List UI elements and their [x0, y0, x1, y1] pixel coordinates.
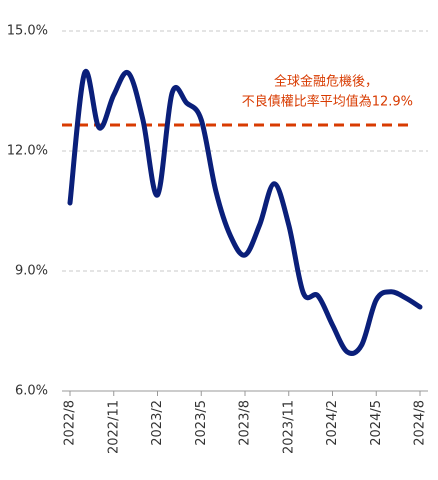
- line: [67, 68, 423, 356]
- x-tick-label: 2023/8: [238, 400, 253, 446]
- x-tick-label: 2022/8: [63, 400, 78, 446]
- y-tick-label: 9.0%: [15, 264, 48, 279]
- y-tick-label: 6.0%: [15, 384, 48, 399]
- x-tick-label: 2024/2: [325, 400, 340, 446]
- annotation: 不良債權比率平均值為12.9%: [242, 94, 413, 110]
- x-tick-label: 2022/11: [106, 400, 121, 454]
- x-tick-label: 2024/8: [413, 400, 428, 446]
- x-tick-label: 2023/11: [281, 400, 296, 454]
- y-tick-label: 12.0%: [7, 144, 48, 159]
- x-tick-label: 2023/5: [194, 400, 209, 446]
- x-tick-label: 2023/2: [150, 400, 165, 446]
- x-tick-label: 2024/5: [369, 400, 384, 446]
- y-tick-label: 15.0%: [7, 24, 48, 39]
- annotation: 全球金融危機後，: [274, 74, 378, 90]
